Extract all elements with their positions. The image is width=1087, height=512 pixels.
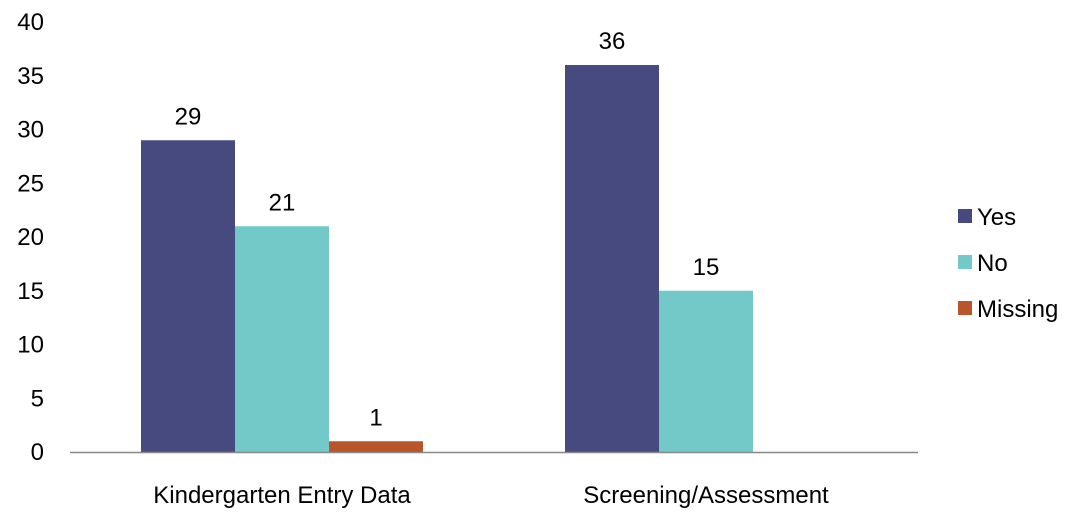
data-label: 21 [269,189,296,216]
y-tick-label: 15 [17,278,44,305]
category-label: Kindergarten Entry Data [153,482,411,509]
y-tick-label: 40 [17,9,44,36]
data-label: 29 [175,103,202,130]
legend-label: Yes [977,204,1016,231]
bar-yes-0 [141,140,235,452]
data-label: 36 [599,28,626,55]
category-label: Screening/Assessment [583,482,829,509]
bar-yes-1 [565,65,659,452]
legend-label: No [977,250,1008,277]
legend-label: Missing [977,296,1058,323]
data-labels: 29 21 1 36 15 [175,28,720,431]
y-tick-label: 5 [31,385,44,412]
y-tick-label: 20 [17,224,44,251]
bar-no-0 [235,226,329,452]
bar-missing-0 [329,441,423,452]
y-tick-label: 0 [31,439,44,466]
legend-swatch-no [958,255,972,269]
y-tick-label: 10 [17,332,44,359]
bar-no-1 [659,290,753,452]
legend-swatch-missing [958,301,972,315]
y-tick-label: 35 [17,63,44,90]
legend: Yes No Missing [958,204,1058,323]
y-axis: 0 5 10 15 20 25 30 35 40 [17,9,44,466]
legend-swatch-yes [958,209,972,223]
y-tick-label: 25 [17,170,44,197]
data-label: 1 [369,404,382,431]
data-label: 15 [693,254,720,281]
x-axis: Kindergarten Entry Data Screening/Assessm… [153,482,829,509]
bars [141,65,753,452]
y-tick-label: 30 [17,117,44,144]
